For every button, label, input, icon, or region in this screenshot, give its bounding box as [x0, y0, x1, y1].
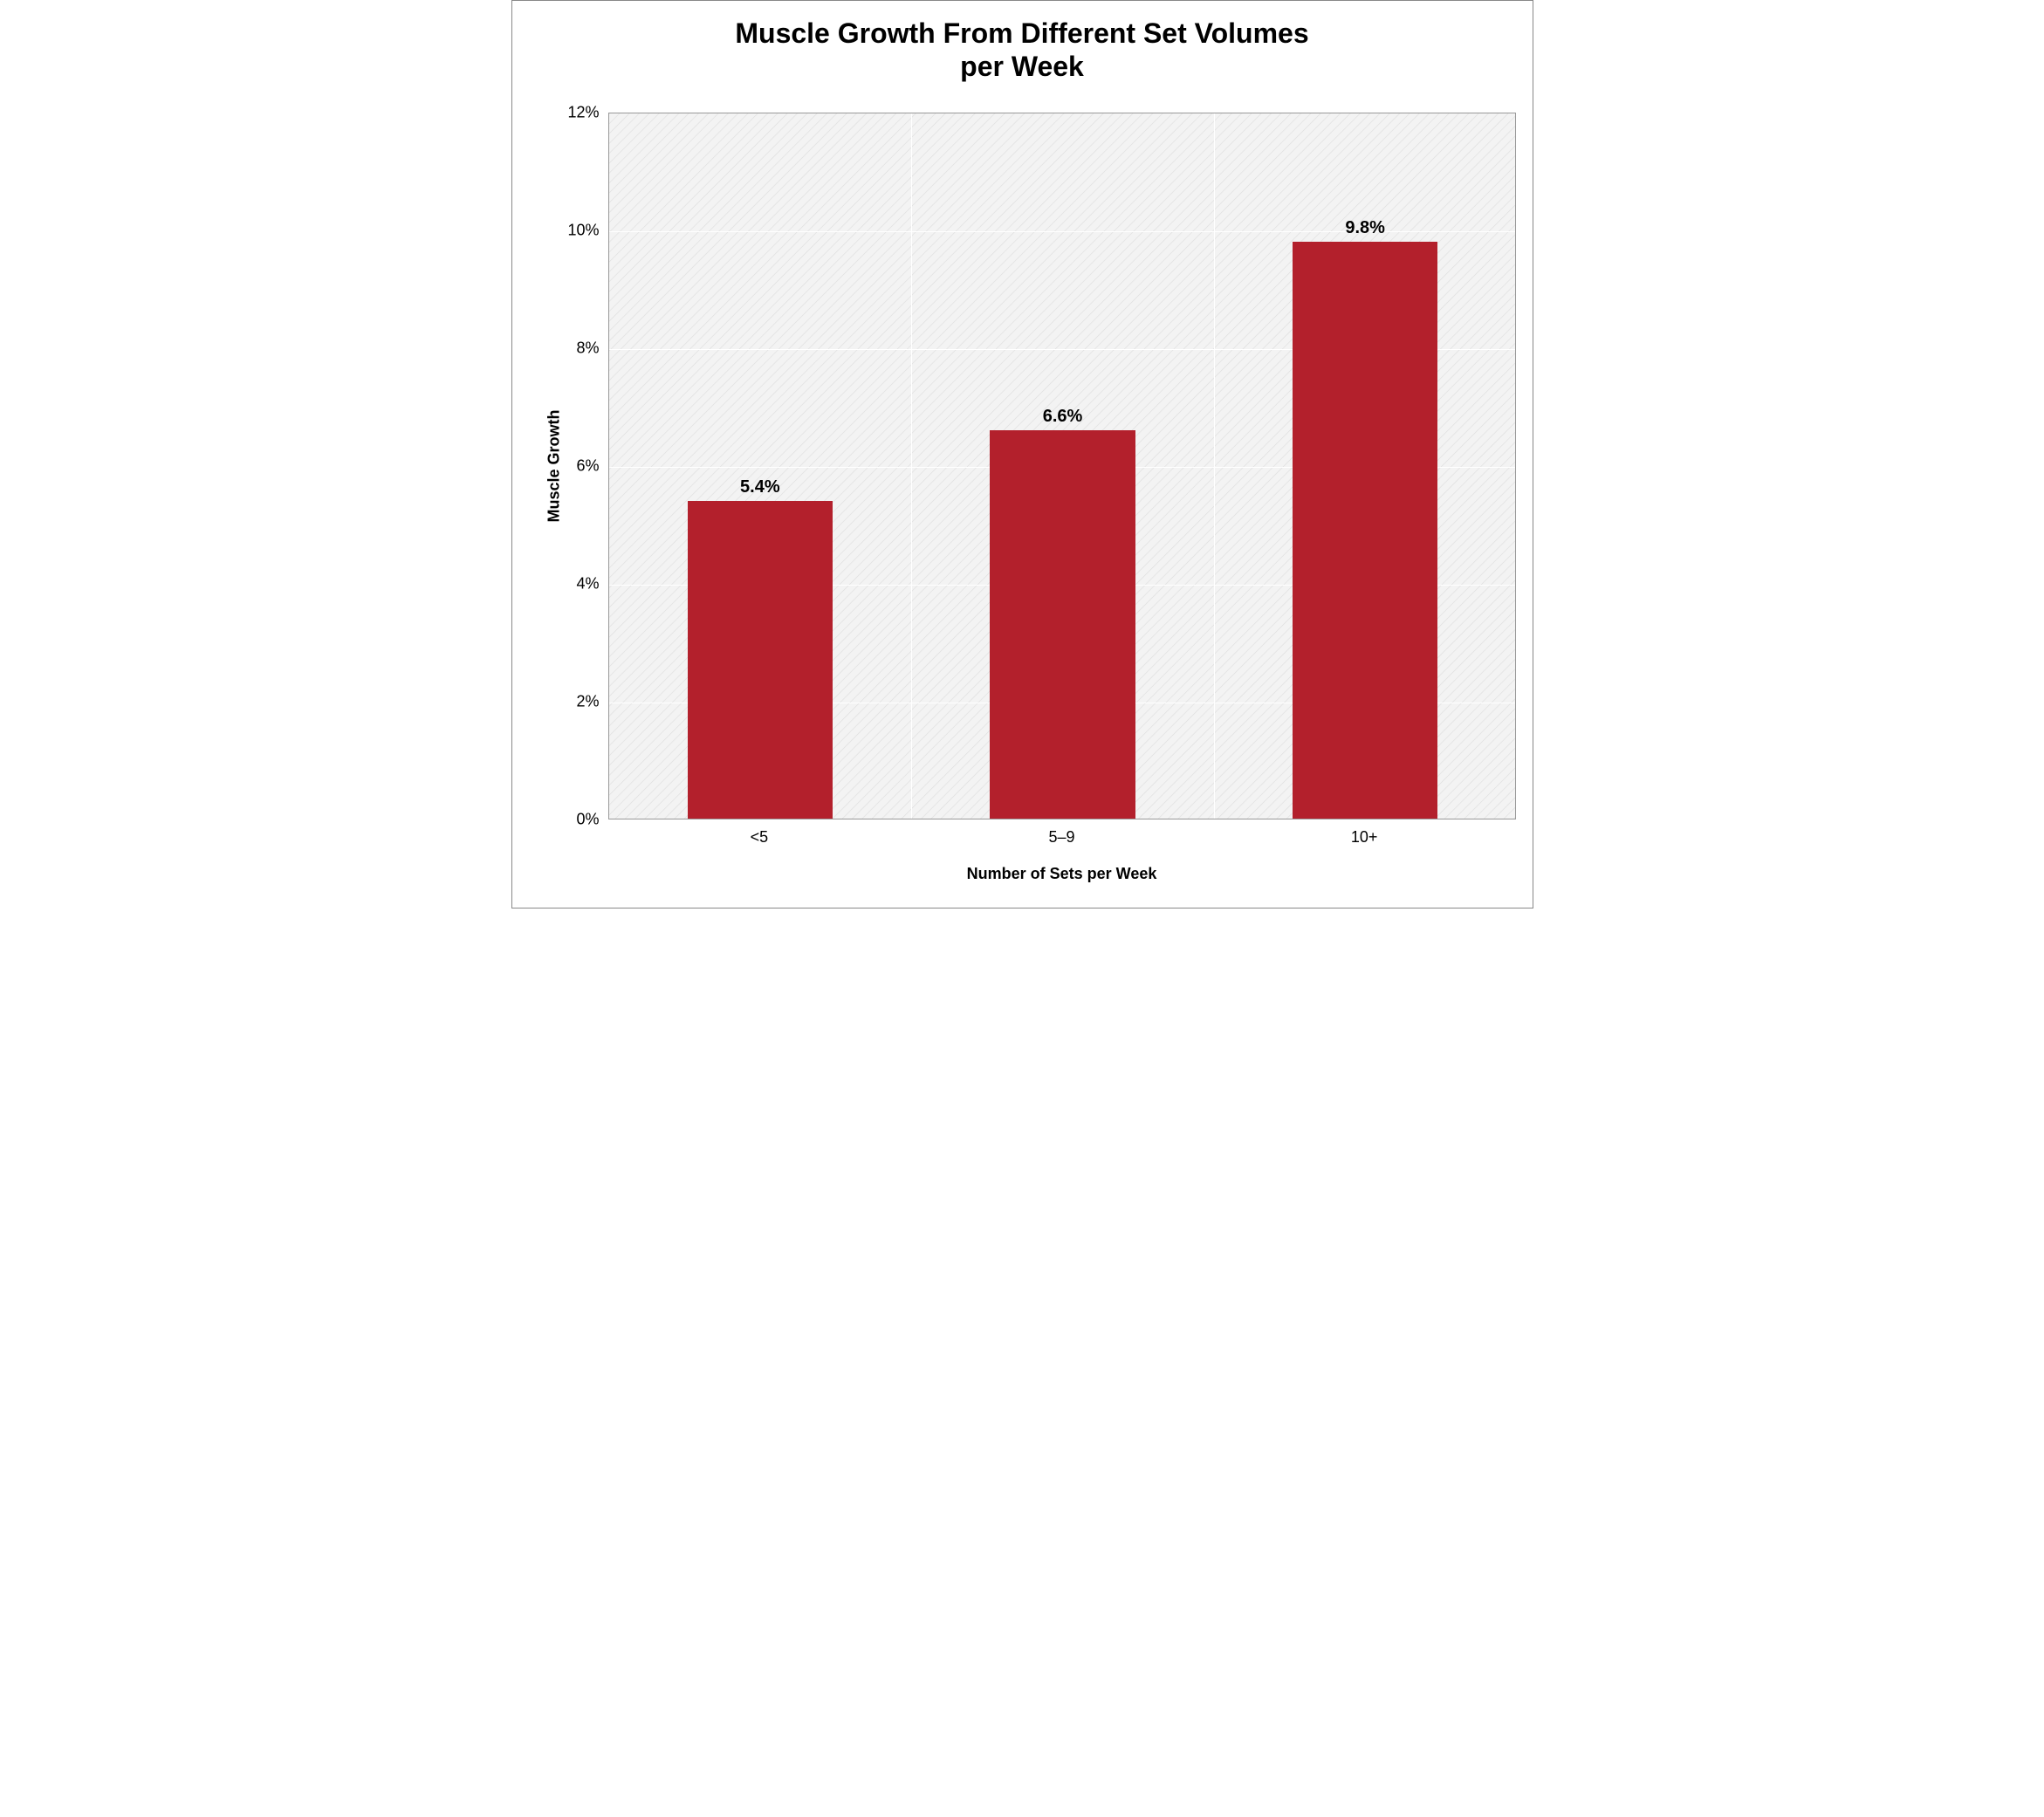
x-axis-title: Number of Sets per Week	[967, 865, 1157, 883]
bar-value-label: 6.6%	[1043, 407, 1083, 427]
chart-container: Muscle Growth From Different Set Volumes…	[511, 0, 1533, 908]
y-tick-label: 2%	[576, 693, 607, 711]
y-tick-label: 4%	[576, 575, 607, 593]
bar-value-label: 9.8%	[1345, 218, 1385, 238]
bar	[990, 430, 1135, 819]
y-tick-label: 8%	[576, 339, 607, 358]
plot-wrapper: 5.4%6.6%9.8% Muscle Growth Number of Set…	[608, 113, 1516, 819]
y-tick-label: 12%	[567, 104, 607, 122]
gridline-vertical	[911, 113, 912, 819]
bar	[1293, 242, 1437, 819]
plot-area: 5.4% 6.6% 9.8%	[608, 113, 1516, 819]
x-tick-label: 5–9	[1048, 819, 1074, 847]
bar-value-label: 5.4%	[740, 477, 780, 497]
y-axis-title: Muscle Growth	[545, 409, 563, 522]
y-tick-label: 0%	[576, 811, 607, 829]
x-tick-label: 10+	[1351, 819, 1378, 847]
chart-title-line1: Muscle Growth From Different Set Volumes	[512, 17, 1533, 50]
chart-title-line2: per Week	[512, 50, 1533, 83]
chart-title: Muscle Growth From Different Set Volumes…	[512, 1, 1533, 84]
bar	[688, 501, 833, 819]
y-tick-label: 6%	[576, 457, 607, 476]
gridline-vertical	[1214, 113, 1215, 819]
x-tick-label: <5	[751, 819, 769, 847]
y-tick-label: 10%	[567, 222, 607, 240]
